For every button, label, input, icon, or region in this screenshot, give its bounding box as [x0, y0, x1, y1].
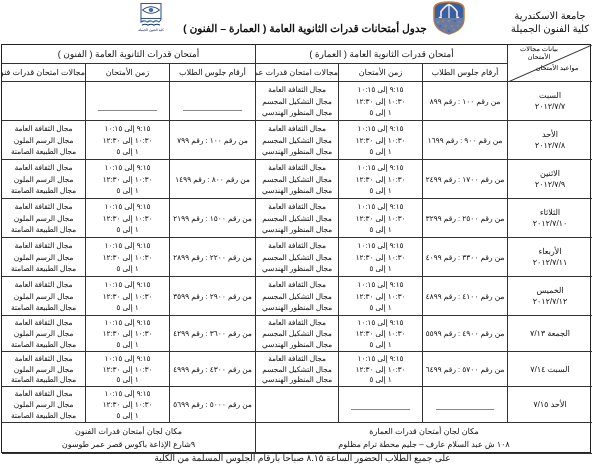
- svg-text:كلية الفنون الجميلة: كلية الفنون الجميلة: [138, 28, 164, 32]
